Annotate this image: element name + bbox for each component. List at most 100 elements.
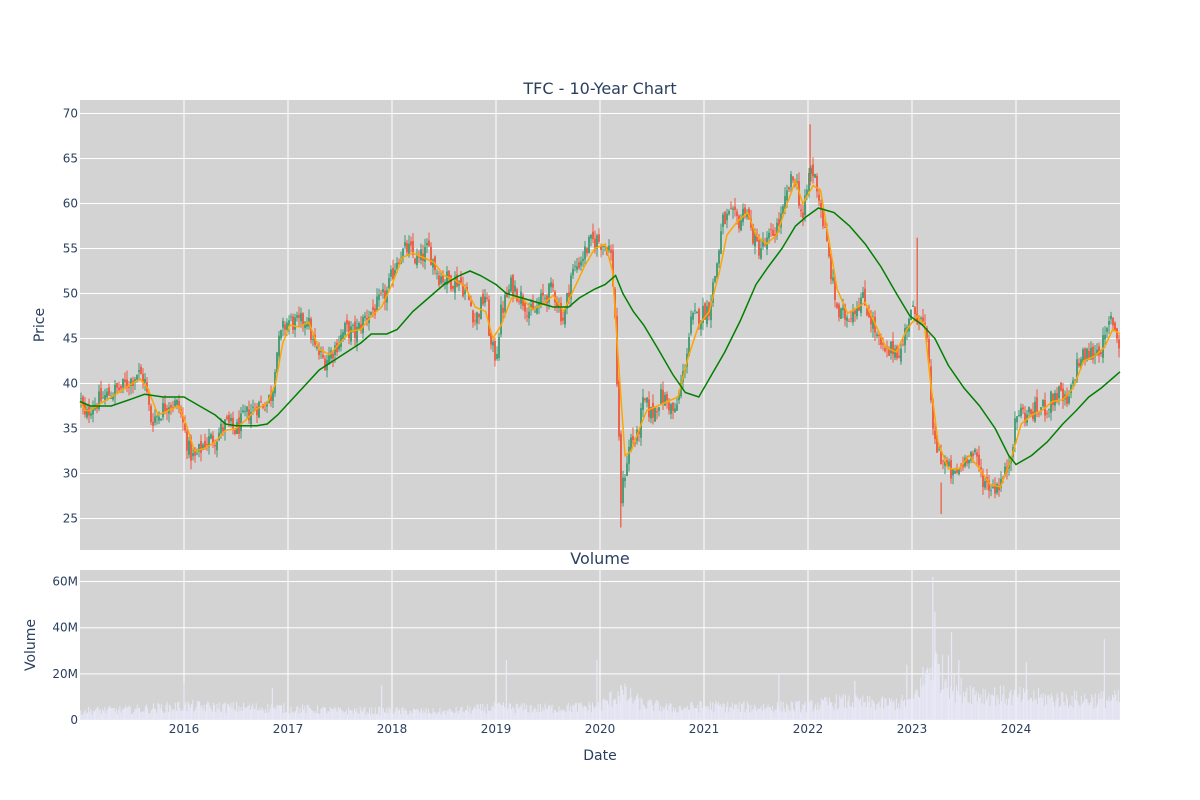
volume-bar <box>194 710 196 720</box>
volume-bar <box>758 709 760 720</box>
price-candle-body <box>784 196 786 209</box>
price-candle-body <box>696 311 698 314</box>
volume-bar <box>986 700 988 720</box>
volume-bar <box>571 712 573 720</box>
volume-bar <box>82 714 84 720</box>
volume-bar <box>292 711 294 720</box>
price-candle-body <box>126 379 128 388</box>
volume-bar <box>945 678 947 720</box>
volume-bar <box>530 705 532 720</box>
volume-bar <box>786 703 788 720</box>
volume-bar <box>383 712 385 720</box>
volume-bar <box>818 709 820 720</box>
volume-bar <box>449 708 451 720</box>
volume-bar <box>876 704 878 720</box>
volume-bar <box>484 707 486 720</box>
price-candle-body <box>546 295 548 304</box>
volume-bar <box>600 703 602 720</box>
price-candle-body <box>816 175 818 192</box>
volume-bar <box>159 708 161 720</box>
volume-bar <box>783 708 785 720</box>
volume-bar <box>375 714 377 720</box>
volume-bar <box>188 703 190 720</box>
volume-bar <box>871 699 873 720</box>
price-candle-body <box>760 248 762 259</box>
volume-bar <box>344 712 346 720</box>
volume-bar <box>262 709 264 720</box>
price-candle-body <box>796 181 798 183</box>
price-candle-body <box>394 269 396 277</box>
volume-bar <box>417 709 419 720</box>
volume-bar <box>659 710 661 720</box>
volume-bar <box>1107 700 1109 720</box>
price-candle-body <box>556 301 558 307</box>
price-candle-body <box>416 254 418 266</box>
volume-bar <box>604 700 606 720</box>
volume-bar <box>707 705 709 720</box>
volume-bar <box>1080 695 1082 720</box>
volume-bar <box>870 707 872 720</box>
volume-bar <box>653 711 655 720</box>
volume-bar <box>277 705 279 720</box>
volume-bar <box>402 707 404 720</box>
volume-bar <box>209 706 211 720</box>
volume-bar <box>1056 693 1058 720</box>
price-candle-body <box>738 215 740 229</box>
price-candle-body <box>92 408 94 415</box>
price-candle-body <box>970 451 972 461</box>
volume-bar <box>854 680 856 720</box>
volume-bar <box>112 708 114 720</box>
volume-bar <box>245 708 247 720</box>
price-candle-body <box>608 245 610 251</box>
price-candle-body <box>190 437 192 461</box>
volume-bar <box>149 712 151 720</box>
volume-bar <box>834 703 836 720</box>
volume-bar <box>773 712 775 720</box>
volume-bar <box>774 709 776 720</box>
volume-bar <box>356 708 358 720</box>
price-candle-body <box>1018 414 1020 417</box>
volume-bar <box>197 701 199 720</box>
price-candle-body <box>316 346 318 349</box>
volume-bar <box>595 706 597 720</box>
volume-bar <box>397 710 399 720</box>
price-candle-body <box>662 389 664 404</box>
price-candle-body <box>1020 407 1022 417</box>
volume-bar <box>1100 691 1102 720</box>
price-candle-body <box>848 320 850 322</box>
price-candle-body <box>934 430 936 440</box>
price-candle-body <box>218 432 220 441</box>
price-candle-body <box>972 453 974 457</box>
volume-bar <box>446 710 448 720</box>
volume-bar <box>1028 699 1030 720</box>
price-candle-body <box>948 461 950 467</box>
price-candle-body <box>1000 478 1002 488</box>
volume-bar <box>125 705 127 720</box>
price-candle-body <box>136 374 138 380</box>
volume-y-tick-labels: 0 20M 40M 60M <box>52 575 78 727</box>
volume-bar <box>849 705 851 720</box>
volume-bar <box>906 664 908 720</box>
price-candle-body <box>850 318 852 320</box>
volume-bar <box>278 705 280 720</box>
price-candle-body <box>734 206 736 210</box>
volume-bar <box>585 706 587 720</box>
volume-bar <box>615 698 617 720</box>
volume-bar <box>270 704 272 720</box>
volume-bar <box>598 706 600 720</box>
volume-bar <box>179 708 181 720</box>
price-y-tick-label: 50 <box>63 287 78 301</box>
volume-bar <box>451 711 453 720</box>
volume-bar <box>942 654 944 720</box>
price-candle-body <box>1112 318 1114 326</box>
volume-bar <box>555 710 557 720</box>
price-candle-body <box>898 355 900 358</box>
volume-bar <box>560 709 562 720</box>
volume-bar <box>640 697 642 720</box>
price-candle-body <box>544 297 546 299</box>
volume-bar <box>389 709 391 720</box>
price-candle-body <box>212 435 214 444</box>
volume-bar <box>167 712 169 720</box>
volume-bar <box>405 710 407 720</box>
volume-bar <box>1024 692 1026 720</box>
